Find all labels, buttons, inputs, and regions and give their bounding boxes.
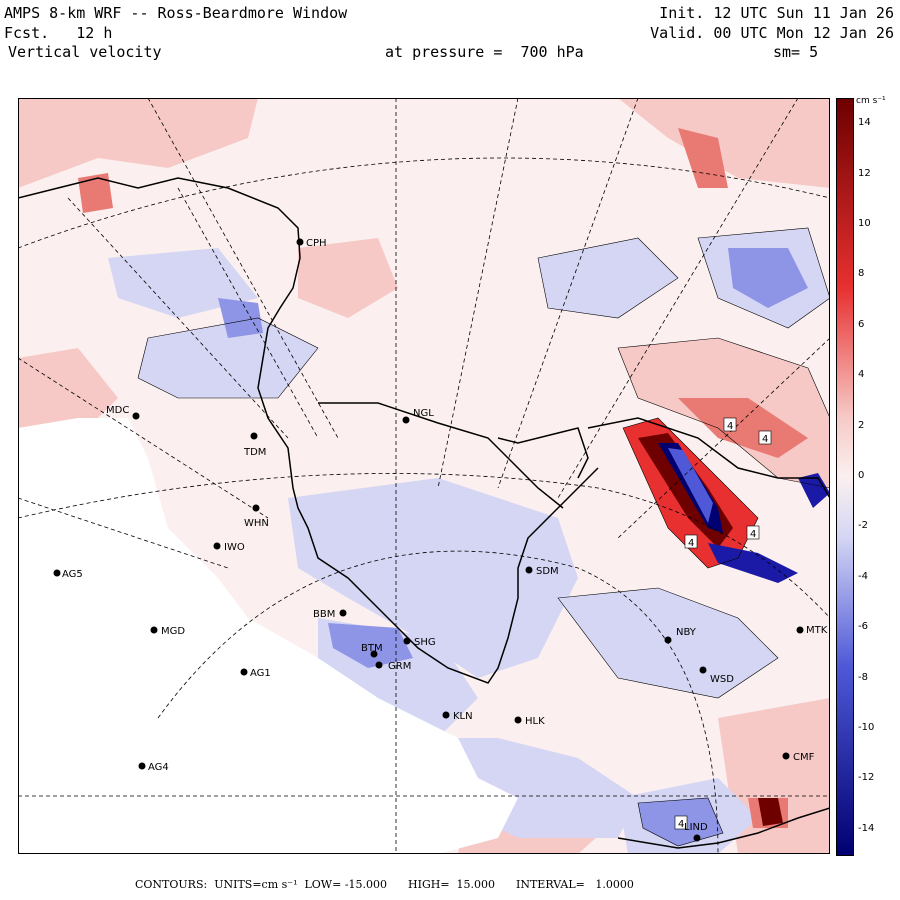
station-ag1[interactable]: AG1 bbox=[240, 668, 271, 679]
forecast-hour: Fcst. 12 h bbox=[4, 24, 113, 42]
init-time: Init. 12 UTC Sun 11 Jan 26 bbox=[659, 4, 894, 22]
masked-terrain bbox=[18, 418, 518, 854]
station-btm[interactable]: BTM bbox=[361, 643, 383, 658]
svg-text:AG5: AG5 bbox=[62, 569, 83, 580]
svg-text:CPH: CPH bbox=[306, 238, 327, 249]
station-mgd[interactable]: MGD bbox=[150, 626, 186, 637]
svg-text:AG1: AG1 bbox=[250, 668, 271, 679]
colorbar-tick: -10 bbox=[858, 722, 875, 733]
contour-label: 4 bbox=[674, 815, 688, 830]
svg-text:BTM: BTM bbox=[361, 643, 383, 654]
contour-label: 4 bbox=[746, 525, 760, 540]
svg-text:LIND: LIND bbox=[684, 822, 708, 833]
contour-label: 4 bbox=[684, 534, 698, 549]
station-sdm[interactable]: SDM bbox=[525, 566, 559, 577]
svg-text:WSD: WSD bbox=[710, 674, 734, 685]
vertical-velocity-map[interactable]: 4 4 4 4 4 CPH MDC TDM NGL WHN IWO AG5 SD… bbox=[18, 98, 830, 854]
colorbar-tick: -2 bbox=[858, 520, 868, 532]
svg-text:4: 4 bbox=[750, 529, 756, 540]
station-hlk[interactable]: HLK bbox=[514, 716, 546, 727]
colorbar-tick: -4 bbox=[858, 570, 868, 582]
station-markers: CPH MDC TDM NGL WHN IWO AG5 SDM BBM MGD … bbox=[53, 238, 828, 842]
station-shg[interactable]: SHG bbox=[403, 637, 436, 648]
svg-text:CMF: CMF bbox=[793, 752, 815, 763]
svg-text:4: 4 bbox=[762, 434, 768, 445]
contour-lines bbox=[137, 227, 830, 847]
pressure-level: at pressure = 700 hPa bbox=[385, 43, 584, 61]
svg-text:TDM: TDM bbox=[243, 447, 266, 458]
colorbar-unit: cm s⁻¹ bbox=[856, 96, 886, 106]
map-frame bbox=[18, 98, 830, 854]
mountain-wave-band bbox=[623, 418, 830, 826]
station-mtk[interactable]: MTK bbox=[796, 625, 828, 636]
colorbar-tick: -6 bbox=[858, 621, 868, 633]
svg-text:4: 4 bbox=[727, 421, 733, 432]
contour-label: 4 bbox=[723, 417, 737, 432]
station-whn[interactable]: WHN bbox=[244, 504, 269, 530]
station-ag4[interactable]: AG4 bbox=[138, 762, 169, 773]
station-cph[interactable]: CPH bbox=[296, 238, 327, 249]
station-nby[interactable]: NBY bbox=[664, 627, 697, 644]
svg-text:NBY: NBY bbox=[676, 627, 697, 638]
station-mdc[interactable]: MDC bbox=[106, 405, 140, 420]
colorbar-tick: 0 bbox=[858, 470, 865, 481]
colorbar-tick: 10 bbox=[858, 218, 871, 229]
svg-text:BBM: BBM bbox=[313, 609, 335, 620]
colorbar-tick: 8 bbox=[858, 268, 865, 280]
svg-text:SDM: SDM bbox=[536, 566, 559, 577]
svg-text:HLK: HLK bbox=[525, 716, 545, 727]
station-tdm[interactable]: TDM bbox=[243, 432, 266, 459]
station-ag5[interactable]: AG5 bbox=[53, 569, 83, 580]
contour-label: 4 bbox=[758, 430, 772, 445]
svg-text:KLN: KLN bbox=[453, 711, 473, 722]
colorbar-tick: 12 bbox=[858, 167, 871, 179]
contour-value-labels: 4 4 4 4 4 bbox=[674, 417, 772, 830]
valid-time: Valid. 00 UTC Mon 12 Jan 26 bbox=[650, 24, 894, 42]
svg-text:4: 4 bbox=[678, 819, 684, 830]
colorbar-tick: -8 bbox=[858, 671, 868, 683]
svg-text:MTK: MTK bbox=[806, 625, 828, 636]
station-grm[interactable]: GRM bbox=[375, 661, 412, 672]
station-cmf[interactable]: CMF bbox=[782, 752, 815, 763]
colorbar-tick: 2 bbox=[858, 419, 865, 431]
station-bbm[interactable]: BBM bbox=[313, 609, 347, 620]
map-title: AMPS 8-km WRF -- Ross-Beardmore Window bbox=[4, 4, 348, 22]
station-ngl[interactable]: NGL bbox=[402, 408, 435, 424]
svg-text:WHN: WHN bbox=[244, 518, 269, 529]
colorbar bbox=[836, 98, 854, 856]
svg-text:IWO: IWO bbox=[224, 542, 245, 553]
colorbar-tick: 14 bbox=[858, 117, 871, 129]
station-lind[interactable]: LIND bbox=[684, 822, 708, 842]
colorbar-tick: 4 bbox=[858, 369, 865, 381]
coastline bbox=[18, 177, 830, 849]
colorbar-tick: 6 bbox=[858, 318, 865, 330]
station-kln[interactable]: KLN bbox=[442, 711, 473, 722]
colorbar-tick: -14 bbox=[858, 822, 875, 834]
station-iwo[interactable]: IWO bbox=[213, 542, 245, 553]
lat-lon-grid bbox=[18, 98, 830, 854]
colorbar-tick: -12 bbox=[858, 772, 875, 784]
moderate-descent-areas bbox=[218, 248, 808, 846]
contour-info: CONTOURS: UNITS=cm s⁻¹ LOW= -15.000 HIGH… bbox=[135, 878, 634, 891]
svg-text:MDC: MDC bbox=[106, 405, 129, 416]
svg-text:AG4: AG4 bbox=[148, 762, 169, 773]
station-wsd[interactable]: WSD bbox=[699, 666, 735, 686]
svg-text:SHG: SHG bbox=[414, 637, 436, 648]
field-name: Vertical velocity bbox=[8, 43, 162, 61]
svg-text:GRM: GRM bbox=[388, 661, 411, 672]
svg-text:4: 4 bbox=[688, 538, 694, 549]
svg-text:MGD: MGD bbox=[161, 626, 185, 637]
smoothing: sm= 5 bbox=[773, 43, 819, 61]
svg-text:NGL: NGL bbox=[413, 408, 434, 419]
